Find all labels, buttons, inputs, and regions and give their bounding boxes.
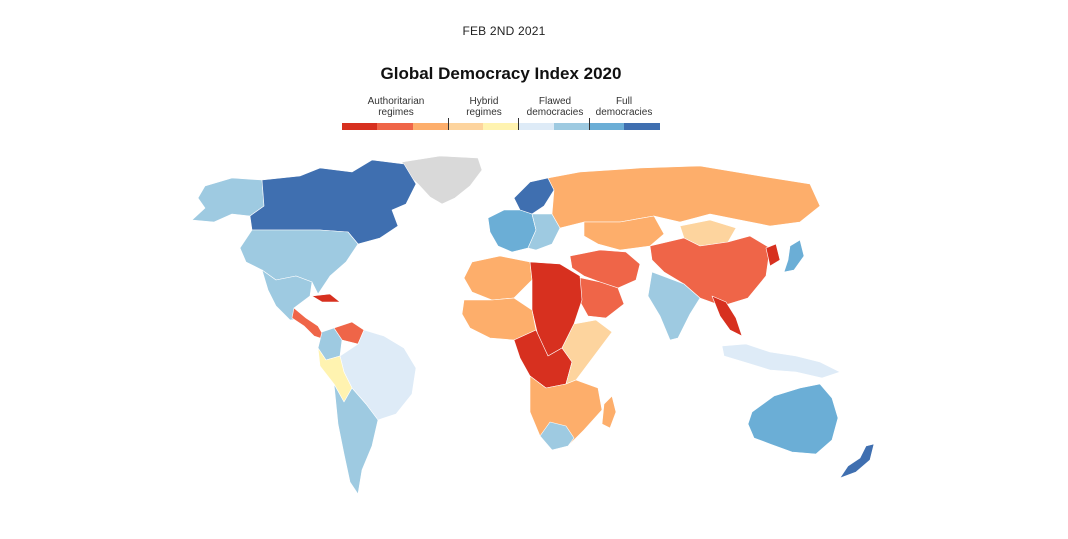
legend-color-scale xyxy=(342,123,660,130)
region-southeast-asia xyxy=(711,295,743,337)
map-legend: Authoritarian regimes Hybrid regimes Fla… xyxy=(342,96,660,136)
region-madagascar xyxy=(601,395,617,429)
region-central-america xyxy=(291,307,327,341)
legend-swatch xyxy=(483,123,519,130)
region-australia xyxy=(747,383,839,455)
date-label: FEB 2ND 2021 xyxy=(462,24,546,38)
region-indonesia xyxy=(721,343,841,379)
region-east-africa xyxy=(561,319,613,385)
region-scandinavia xyxy=(513,177,555,215)
legend-label-authoritarian: Authoritarian regimes xyxy=(367,96,425,118)
legend-swatch xyxy=(447,123,484,130)
legend-divider xyxy=(518,118,519,130)
legend-divider xyxy=(589,118,590,130)
legend-swatch xyxy=(342,123,378,130)
region-alaska xyxy=(191,177,265,223)
region-north-korea xyxy=(765,243,781,267)
region-china xyxy=(649,235,771,307)
legend-swatch xyxy=(412,123,448,130)
region-canada xyxy=(249,159,417,245)
region-west-africa xyxy=(461,297,537,341)
region-russia xyxy=(547,165,821,229)
region-united-states xyxy=(239,229,359,295)
map-title: Global Democracy Index 2020 xyxy=(380,64,622,83)
legend-swatch xyxy=(589,123,625,130)
region-greenland xyxy=(401,155,483,205)
region-new-zealand xyxy=(839,443,875,479)
region-cuba xyxy=(311,293,341,303)
legend-swatch xyxy=(553,123,590,130)
legend-swatch xyxy=(377,123,413,130)
legend-label-flawed: Flawed democracies xyxy=(526,96,584,118)
region-india xyxy=(647,271,701,341)
legend-swatch xyxy=(624,123,660,130)
region-southern-cone xyxy=(333,383,379,495)
region-middle-east xyxy=(569,249,641,289)
region-south-africa xyxy=(539,421,575,451)
legend-label-hybrid: Hybrid regimes xyxy=(466,96,502,118)
region-north-africa xyxy=(463,255,533,301)
legend-label-full: Full democracies xyxy=(595,96,653,118)
region-japan xyxy=(783,239,805,273)
legend-divider xyxy=(448,118,449,130)
legend-swatch xyxy=(518,123,554,130)
